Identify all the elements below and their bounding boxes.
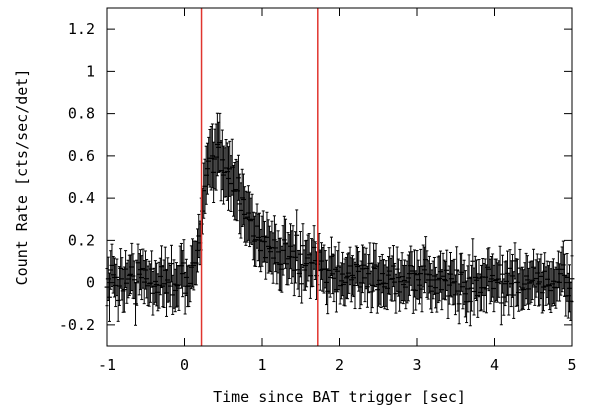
data-point — [472, 255, 478, 299]
x-tick-label: 3 — [412, 356, 421, 374]
y-tick-label: 1 — [86, 62, 95, 80]
data-point — [131, 260, 137, 300]
data-point — [469, 264, 474, 312]
data-point — [322, 250, 328, 289]
data-point — [169, 244, 174, 283]
data-point — [205, 142, 210, 195]
x-tick-label: 5 — [567, 356, 576, 374]
data-point — [167, 264, 173, 308]
data-point — [454, 246, 460, 294]
y-tick-label: 0.4 — [68, 189, 95, 207]
data-point — [294, 209, 300, 262]
y-tick-label: 0.2 — [68, 231, 95, 249]
x-tick-label: -1 — [98, 356, 116, 374]
data-point — [331, 254, 337, 303]
data-point — [247, 191, 252, 248]
x-tick-label: 1 — [257, 356, 266, 374]
data-point — [531, 248, 536, 286]
y-tick-label: 0 — [86, 274, 95, 292]
data-point — [500, 254, 505, 294]
data-point — [368, 270, 374, 314]
y-axis-label: Count Rate [cts/sec/det] — [13, 69, 31, 286]
data-point — [183, 258, 189, 297]
data-points-layer — [104, 112, 575, 327]
data-point — [146, 260, 152, 307]
data-point — [174, 262, 179, 308]
data-point — [165, 257, 171, 303]
x-tick-label: 0 — [180, 356, 189, 374]
data-point — [517, 248, 523, 288]
y-tick-label: -0.2 — [59, 316, 95, 334]
data-point — [346, 252, 352, 294]
data-point — [515, 258, 520, 306]
data-point — [548, 268, 554, 313]
x-tick-label: 2 — [335, 356, 344, 374]
data-point — [336, 241, 342, 291]
x-tick-label: 4 — [490, 356, 499, 374]
data-point — [467, 276, 473, 327]
y-tick-label: 1.2 — [68, 20, 95, 38]
data-point — [506, 274, 512, 316]
tick-layer: -1 0 1 2 3 4 5 -0.2 0 0.2 0.4 0.6 0.8 1 1.2 — [59, 8, 577, 374]
y-tick-label: 0.8 — [68, 105, 95, 123]
data-point — [149, 250, 155, 288]
data-point — [491, 264, 497, 313]
data-point — [278, 237, 283, 292]
x-axis-label: Time since BAT trigger [sec] — [213, 388, 466, 406]
y-tick-label: 0.6 — [68, 147, 95, 165]
data-point — [291, 244, 297, 297]
data-point — [352, 261, 358, 310]
vertical-marker-layer — [200, 8, 319, 346]
data-point — [134, 259, 140, 306]
data-point — [305, 234, 311, 282]
